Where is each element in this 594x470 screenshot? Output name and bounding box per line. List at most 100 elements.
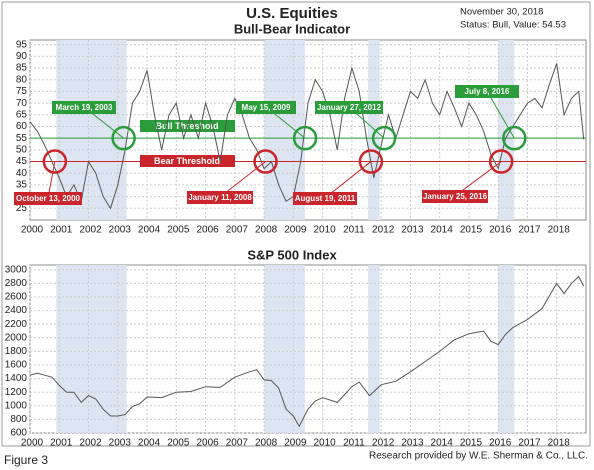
annotation-box: [455, 85, 519, 98]
data-line: [29, 63, 585, 210]
annotation-box: [187, 191, 253, 204]
x-tick-label: 2000: [21, 225, 44, 236]
x-tick-label: 2003: [109, 438, 132, 449]
x-tick-label: 2002: [79, 438, 102, 449]
x-tick-label: 2001: [50, 438, 73, 449]
annotation-label: March 19, 2003: [56, 103, 113, 112]
y-tick-label: 65: [16, 109, 28, 120]
x-tick-label: 2003: [109, 225, 132, 236]
x-tick-label: 2018: [548, 438, 571, 449]
annotation-box: [293, 192, 357, 205]
status-note: Status: Bull, Value: 54.53: [460, 20, 566, 31]
annotation-circle: [253, 149, 278, 174]
annotation-circle: [371, 125, 397, 151]
y-tick-label: 1600: [5, 360, 28, 371]
shaded-period: [56, 265, 127, 433]
y-tick-label: 2000: [5, 332, 28, 343]
figure-label: Figure 3: [4, 453, 48, 467]
x-tick-label: 2008: [255, 225, 278, 236]
shaded-period: [498, 265, 515, 433]
y-tick-label: 800: [10, 414, 27, 425]
x-tick-label: 2018: [548, 225, 571, 236]
chart-title: S&P 500 Index: [247, 247, 337, 262]
y-tick-label: 600: [10, 428, 27, 439]
annotation-box: [422, 190, 488, 203]
y-tick-label: 60: [16, 121, 28, 132]
x-tick-label: 2009: [284, 225, 307, 236]
y-tick-label: 2600: [5, 292, 28, 303]
y-tick-label: 25: [16, 203, 28, 214]
annotation-box: [315, 101, 383, 114]
y-tick-label: 55: [16, 133, 28, 144]
shaded-period: [367, 265, 380, 433]
x-tick-label: 2006: [196, 438, 219, 449]
y-tick-label: 35: [16, 180, 28, 191]
x-tick-label: 2016: [489, 225, 512, 236]
leader-line: [486, 90, 515, 139]
annotation-circle: [488, 149, 514, 174]
chart-title: U.S. Equities: [246, 5, 338, 22]
x-tick-label: 2001: [50, 225, 73, 236]
x-tick-label: 2016: [489, 438, 512, 449]
x-tick-label: 2002: [79, 225, 102, 236]
x-tick-label: 2000: [21, 438, 44, 449]
x-tick-label: 2013: [401, 225, 424, 236]
y-tick-label: 95: [16, 39, 28, 50]
y-tick-label: 1200: [5, 387, 28, 398]
shaded-period: [264, 265, 306, 433]
x-tick-label: 2010: [314, 438, 337, 449]
x-tick-label: 2012: [372, 225, 395, 236]
y-tick-label: 40: [16, 168, 28, 179]
x-tick-label: 2012: [372, 438, 395, 449]
x-tick-label: 2015: [460, 225, 483, 236]
x-tick-label: 2017: [518, 225, 541, 236]
threshold-label: Bear Threshold: [154, 156, 220, 166]
annotation-label: May 15, 2009: [242, 103, 291, 112]
x-tick-label: 2014: [431, 438, 454, 449]
y-tick-label: 2200: [5, 319, 28, 330]
annotation-box: [14, 192, 82, 205]
x-tick-label: 2004: [138, 438, 161, 449]
x-tick-label: 2011: [343, 438, 365, 449]
y-tick-label: 70: [16, 98, 28, 109]
x-tick-label: 2004: [138, 225, 161, 236]
x-tick-label: 2006: [196, 225, 219, 236]
y-tick-label: 3000: [5, 264, 28, 275]
y-tick-label: 2400: [5, 305, 28, 316]
y-tick-label: 2800: [5, 278, 28, 289]
x-tick-label: 2014: [431, 225, 454, 236]
x-tick-label: 2008: [255, 438, 278, 449]
y-tick-label: 90: [16, 51, 28, 62]
annotation-circle: [292, 125, 318, 151]
annotation-box: [236, 101, 296, 114]
y-tick-label: 1000: [5, 400, 28, 411]
annotation-label: July 8, 2016: [465, 87, 510, 96]
chart-subtitle: Bull-Bear Indicator: [234, 21, 350, 36]
x-tick-label: 2015: [460, 438, 483, 449]
date-note: November 30, 2018: [460, 7, 543, 18]
y-tick-label: 1400: [5, 373, 28, 384]
x-tick-label: 2011: [343, 225, 365, 236]
x-tick-label: 2007: [226, 225, 249, 236]
annotation-circle: [42, 149, 68, 174]
credit: Research provided by W.E. Sherman & Co.,…: [369, 451, 588, 462]
y-tick-label: 85: [16, 63, 28, 74]
annotation-box: [52, 101, 116, 114]
annotation-label: January 27, 2012: [317, 103, 382, 112]
x-tick-label: 2007: [226, 438, 249, 449]
x-tick-label: 2005: [167, 225, 190, 236]
annotation-label: August 19, 2011: [295, 194, 356, 203]
shaded-period: [367, 40, 380, 220]
annotation-circle: [358, 149, 384, 174]
annotation-label: October 13, 2000: [16, 194, 81, 203]
leader-line: [47, 161, 56, 199]
annotation-circle: [111, 125, 136, 151]
y-tick-label: 50: [16, 145, 28, 156]
annotation-circle: [502, 125, 527, 151]
x-tick-label: 2009: [284, 438, 307, 449]
threshold-box: [140, 155, 235, 167]
y-tick-label: 45: [16, 156, 28, 167]
x-tick-label: 2013: [401, 438, 424, 449]
